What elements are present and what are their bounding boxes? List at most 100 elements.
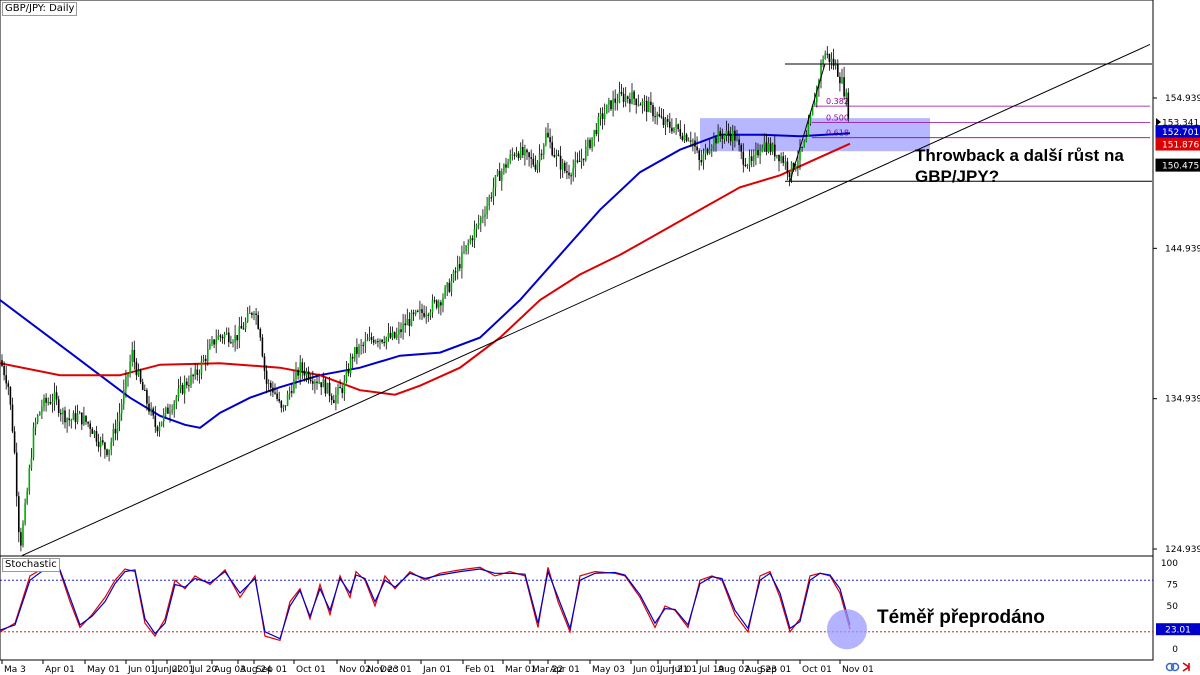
stochastic-panel xyxy=(0,555,1154,661)
candle-bear xyxy=(595,130,598,135)
candle-bull xyxy=(78,412,81,414)
candle-bear xyxy=(204,358,207,362)
stochastic-lines xyxy=(0,566,851,642)
candle-bear xyxy=(339,386,341,389)
candle-bull xyxy=(175,397,178,403)
time-tick-label: Jun 21 xyxy=(659,665,688,675)
time-tick-label: Nov 02 xyxy=(339,665,371,675)
candle-bull xyxy=(349,356,352,374)
candle-bull xyxy=(305,371,308,376)
candle-bear xyxy=(774,144,776,157)
candle-bear xyxy=(55,392,58,400)
candle-bear xyxy=(316,381,318,384)
candle-bull xyxy=(379,339,381,343)
candle-bear xyxy=(192,375,194,377)
candle-bull xyxy=(763,142,766,148)
candle-bull xyxy=(207,348,209,362)
candle-bull xyxy=(748,156,751,166)
time-tick-label: Oct 01 xyxy=(296,665,326,675)
candle-bear xyxy=(570,175,572,177)
candle-bull xyxy=(574,160,577,169)
candle-bear xyxy=(301,362,304,371)
candle-bull xyxy=(116,421,119,434)
candle-bear xyxy=(152,408,154,416)
stoch-tick-label: 75 xyxy=(1167,581,1178,591)
candle-bear xyxy=(49,402,52,404)
candle-bear xyxy=(652,104,654,117)
candle-bull xyxy=(34,421,37,428)
time-tick-label: Aug 24 xyxy=(240,665,272,675)
candle-bull xyxy=(503,164,505,172)
candle-bull xyxy=(702,154,705,163)
candle-bull xyxy=(120,404,123,414)
time-tick-label: Mar 22 xyxy=(532,665,563,675)
time-tick-label: Ma 3 xyxy=(4,665,26,675)
candle-bull xyxy=(803,141,805,147)
stoch-value-label: 23.01 xyxy=(1165,626,1191,636)
time-tick-label: Apr 01 xyxy=(550,665,580,675)
time-tick-label: Nov 23 xyxy=(367,665,399,675)
candle-bull xyxy=(797,160,799,167)
candle-bear xyxy=(837,63,839,77)
candle-bear xyxy=(471,238,474,241)
candle-bear xyxy=(729,134,732,142)
candle-bear xyxy=(679,129,682,137)
indicator-label: Stochastic xyxy=(2,558,60,572)
candle-bull xyxy=(536,162,539,170)
candle-bull xyxy=(318,382,320,384)
candle-bull xyxy=(93,431,96,434)
candle-bear xyxy=(362,344,364,346)
price-badge-label: 153.341 xyxy=(1162,119,1199,129)
candle-bear xyxy=(114,428,117,434)
candle-bull xyxy=(368,337,371,341)
candle-bear xyxy=(706,148,709,154)
candle-bull xyxy=(215,339,217,345)
candle-bear xyxy=(459,264,461,269)
scroll-to-end-icon[interactable] xyxy=(1182,662,1191,672)
candle-bull xyxy=(732,130,734,142)
candle-bear xyxy=(324,379,327,394)
candle-bear xyxy=(742,151,745,165)
time-tick-label: Jul 01 xyxy=(168,665,194,675)
candle-bull xyxy=(396,334,398,338)
price-badge-label: 151.876 xyxy=(1162,141,1199,151)
candle-bear xyxy=(694,140,696,147)
candle-bear xyxy=(660,116,663,118)
candle-bull xyxy=(66,418,68,423)
candle-bear xyxy=(788,172,791,177)
time-tick-label: Jan 01 xyxy=(422,665,451,675)
candle-bear xyxy=(251,312,253,315)
candle-bear xyxy=(517,153,520,159)
time-tick-label: Jul 01 xyxy=(671,665,697,675)
price-axis: 154.939 144.939 134.939 124.939 153.341152.7… xyxy=(1153,94,1200,555)
candle-bull xyxy=(246,313,249,322)
candle-bear xyxy=(1,360,3,366)
candle-bull xyxy=(612,98,614,110)
candle-bull xyxy=(511,154,514,156)
candle-bull xyxy=(165,407,167,413)
link-icon[interactable] xyxy=(1165,662,1180,672)
time-tick-label: Aug 02 xyxy=(718,665,750,675)
candle-bull xyxy=(99,440,102,447)
candle-bull xyxy=(232,342,234,344)
candle-bull xyxy=(202,358,205,362)
candle-bull xyxy=(597,116,600,135)
candle-bear xyxy=(412,312,415,314)
time-tick-label: Aug 23 xyxy=(745,665,777,675)
candle-bull xyxy=(211,339,213,344)
candle-bull xyxy=(127,373,129,377)
stochastic-axis: 100755025023.01 xyxy=(1156,559,1200,655)
candle-bull xyxy=(244,321,247,329)
candle-bull xyxy=(624,96,627,102)
corner-icons[interactable] xyxy=(1165,662,1191,672)
candle-bull xyxy=(713,137,715,147)
candle-bull xyxy=(22,523,24,546)
candle-bull xyxy=(641,101,644,106)
candle-bull xyxy=(358,345,360,354)
candle-bull xyxy=(293,378,295,393)
candle-bull xyxy=(110,441,112,450)
candle-bear xyxy=(5,375,7,384)
candle-bear xyxy=(454,271,457,273)
candle-bull xyxy=(249,312,251,314)
candle-bear xyxy=(698,150,700,160)
